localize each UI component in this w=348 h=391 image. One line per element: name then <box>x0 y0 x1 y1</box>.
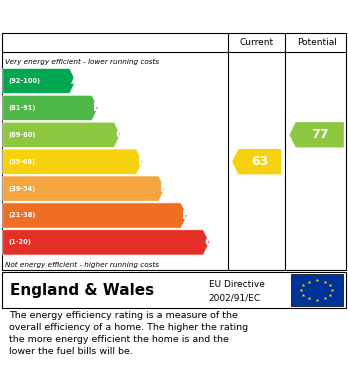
Text: 77: 77 <box>311 128 329 141</box>
FancyBboxPatch shape <box>291 274 343 306</box>
Text: (55-68): (55-68) <box>8 159 35 165</box>
Text: Energy Efficiency Rating: Energy Efficiency Rating <box>9 9 219 23</box>
Text: 2002/91/EC: 2002/91/EC <box>209 293 261 302</box>
Text: Potential: Potential <box>297 38 337 47</box>
Text: F: F <box>182 209 190 222</box>
Polygon shape <box>3 230 209 255</box>
Polygon shape <box>3 95 98 120</box>
Text: (81-91): (81-91) <box>8 105 35 111</box>
Text: (21-38): (21-38) <box>8 212 35 219</box>
Polygon shape <box>3 149 143 174</box>
Text: 63: 63 <box>251 155 268 168</box>
Text: Not energy efficient - higher running costs: Not energy efficient - higher running co… <box>5 262 159 268</box>
Text: England & Wales: England & Wales <box>10 283 155 298</box>
Polygon shape <box>290 122 344 147</box>
Text: (69-80): (69-80) <box>8 132 35 138</box>
Text: (92-100): (92-100) <box>8 78 40 84</box>
Polygon shape <box>232 149 281 174</box>
Text: D: D <box>137 155 148 168</box>
Text: C: C <box>115 128 124 141</box>
Text: G: G <box>204 236 214 249</box>
Text: Very energy efficient - lower running costs: Very energy efficient - lower running co… <box>5 59 159 65</box>
Text: (1-20): (1-20) <box>8 239 31 246</box>
Text: Current: Current <box>239 38 274 47</box>
Text: EU Directive: EU Directive <box>209 280 265 289</box>
Polygon shape <box>3 203 187 228</box>
Text: E: E <box>160 182 168 195</box>
Polygon shape <box>3 122 120 147</box>
Polygon shape <box>3 68 76 93</box>
Text: (39-54): (39-54) <box>8 186 35 192</box>
Text: A: A <box>71 74 80 88</box>
Text: B: B <box>93 101 102 115</box>
Polygon shape <box>3 176 165 201</box>
Text: The energy efficiency rating is a measure of the
overall efficiency of a home. T: The energy efficiency rating is a measur… <box>9 312 248 356</box>
